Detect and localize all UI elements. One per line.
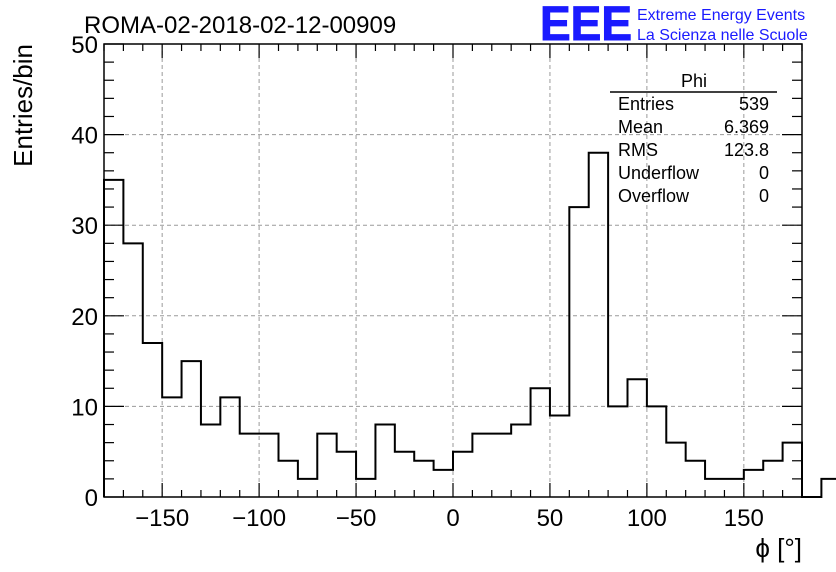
histogram-bin <box>608 406 627 497</box>
histogram-bin <box>162 397 181 497</box>
histogram-bin <box>182 361 201 497</box>
x-tick-label: −100 <box>232 505 286 532</box>
stats-box: Phi Entries 539 Mean 6.369 RMS 123.8 Und… <box>610 71 777 206</box>
stats-value-entries: 539 <box>739 94 769 114</box>
histogram-bin <box>589 153 608 497</box>
histogram-bin <box>744 470 763 497</box>
histogram-bin <box>298 479 317 497</box>
histogram-bin <box>279 461 298 497</box>
stats-value-overflow: 0 <box>759 186 769 206</box>
histogram-bin <box>647 406 666 497</box>
histogram-bin <box>240 434 259 497</box>
histogram-bin <box>724 479 743 497</box>
histogram-bin <box>550 415 569 497</box>
histogram-bin <box>337 452 356 497</box>
histogram-bin <box>453 452 472 497</box>
histogram-series <box>103 151 836 498</box>
x-tick-label: −150 <box>135 505 189 532</box>
histogram-bin <box>375 425 394 497</box>
stats-label-underflow: Underflow <box>618 163 700 183</box>
histogram-bin <box>414 461 433 497</box>
histogram-bin <box>434 470 453 497</box>
y-tick-label: 50 <box>71 32 98 59</box>
x-axis-label: ϕ [°] <box>755 533 802 563</box>
histogram-bin <box>783 443 802 497</box>
histogram-bin <box>356 479 375 497</box>
histogram-bin <box>143 343 162 497</box>
y-tick-label: 0 <box>85 485 98 512</box>
stats-value-rms: 123.8 <box>724 140 769 160</box>
x-tick-label: 50 <box>537 505 564 532</box>
histogram-bin <box>821 479 836 497</box>
histogram-bin <box>511 425 530 497</box>
histogram-bin <box>220 397 239 497</box>
histogram-bin <box>492 434 511 497</box>
stats-value-underflow: 0 <box>759 163 769 183</box>
histogram-bin <box>569 207 588 497</box>
eee-logo: EEE <box>540 0 632 51</box>
stats-label-mean: Mean <box>618 117 663 137</box>
x-tick-label: 150 <box>724 505 764 532</box>
histogram-bin <box>123 243 142 497</box>
histogram-bin <box>472 434 491 497</box>
histogram-bin <box>628 379 647 497</box>
logo-line-2: La Scienza nelle Scuole <box>637 27 808 44</box>
histogram-bin <box>104 180 123 497</box>
y-axis-label: Entries/bin <box>8 44 38 167</box>
y-tick-label: 10 <box>71 394 98 421</box>
chart-title: ROMA-02-2018-02-12-00909 <box>84 12 396 39</box>
y-tick-label: 30 <box>71 213 98 240</box>
stats-label-rms: RMS <box>618 140 658 160</box>
y-tick-label: 20 <box>71 304 98 331</box>
x-tick-label: 0 <box>446 505 459 532</box>
histogram-bin <box>531 388 550 497</box>
histogram-bin <box>666 443 685 497</box>
histogram-bin <box>705 479 724 497</box>
stats-label-entries: Entries <box>618 94 674 114</box>
stats-title: Phi <box>681 71 707 91</box>
histogram-bin <box>201 425 220 497</box>
tick-labels: −150 −100 −50 0 50 100 150 0 10 20 30 40 50 <box>71 32 764 532</box>
axis-ticks <box>103 43 803 498</box>
stats-value-mean: 6.369 <box>724 117 769 137</box>
histogram-bin <box>763 461 782 497</box>
x-tick-label: −50 <box>336 505 377 532</box>
histogram-bin <box>395 452 414 497</box>
x-tick-label: 100 <box>627 505 667 532</box>
y-tick-label: 40 <box>71 123 98 150</box>
plot-frame <box>103 43 803 498</box>
stats-label-overflow: Overflow <box>618 186 690 206</box>
grid-lines <box>104 44 802 497</box>
histogram-bin <box>317 434 336 497</box>
histogram-outline <box>103 151 836 498</box>
histogram-bin <box>259 434 278 497</box>
logo-line-1: Extreme Energy Events <box>637 7 805 24</box>
histogram-bin <box>686 461 705 497</box>
